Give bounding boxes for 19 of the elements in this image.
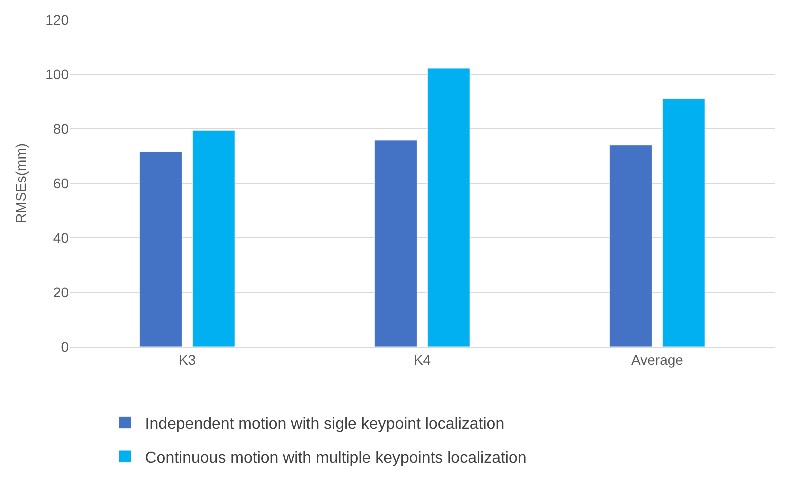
legend-label: Continuous motion with multiple keypoints localization (145, 450, 527, 467)
bar (428, 68, 470, 347)
y-tick-label: 40 (53, 230, 70, 246)
legend-label: Independent motion with sigle keypoint localization (145, 416, 505, 433)
y-axis-title: RMSEs(mm) (13, 143, 30, 224)
y-tick-label: 0 (61, 338, 70, 355)
bar (374, 140, 418, 347)
bar (140, 152, 182, 347)
x-tick-label: K3 (178, 352, 196, 368)
y-tick-label: 80 (53, 120, 70, 137)
x-tick-label: Average (632, 352, 684, 368)
y-tick-label: 120 (46, 12, 70, 28)
bar (192, 130, 236, 347)
bar (662, 98, 706, 347)
bar (610, 145, 652, 347)
y-tick-label: 60 (53, 175, 70, 192)
x-tick-label: K4 (414, 352, 432, 368)
y-tick-label: 100 (46, 66, 70, 82)
y-tick-label: 20 (53, 284, 70, 300)
